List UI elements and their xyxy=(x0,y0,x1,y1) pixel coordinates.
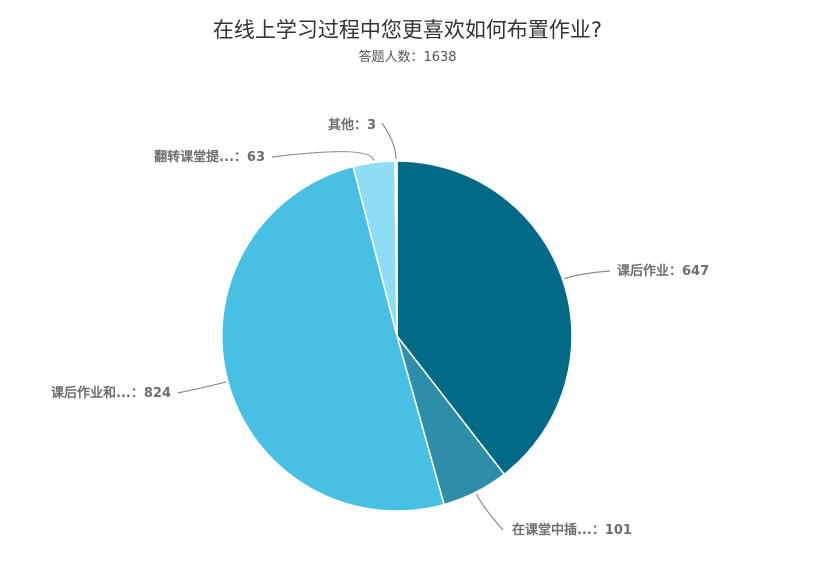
leader-line-0 xyxy=(564,270,611,280)
leader-line-2 xyxy=(177,381,227,394)
chart-title: 在线上学习过程中您更喜欢如何布置作业? xyxy=(212,18,603,42)
pie-slice-4[interactable] xyxy=(394,160,398,337)
slice-label-3: 翻转课堂提...：63 xyxy=(154,149,265,165)
chart-subtitle: 答题人数：1638 xyxy=(358,50,457,65)
slice-label-4: 其他：3 xyxy=(328,117,376,133)
slice-label-2: 课后作业和...：824 xyxy=(51,385,171,401)
leader-line-4 xyxy=(381,122,397,160)
slice-label-0: 课后作业：647 xyxy=(617,263,709,279)
leader-line-1 xyxy=(476,493,504,531)
pie-slice-0[interactable] xyxy=(396,160,573,476)
leader-line-3 xyxy=(271,151,375,161)
pie-slice-2[interactable] xyxy=(221,165,445,512)
slice-label-1: 在课堂中插...：101 xyxy=(512,522,632,538)
